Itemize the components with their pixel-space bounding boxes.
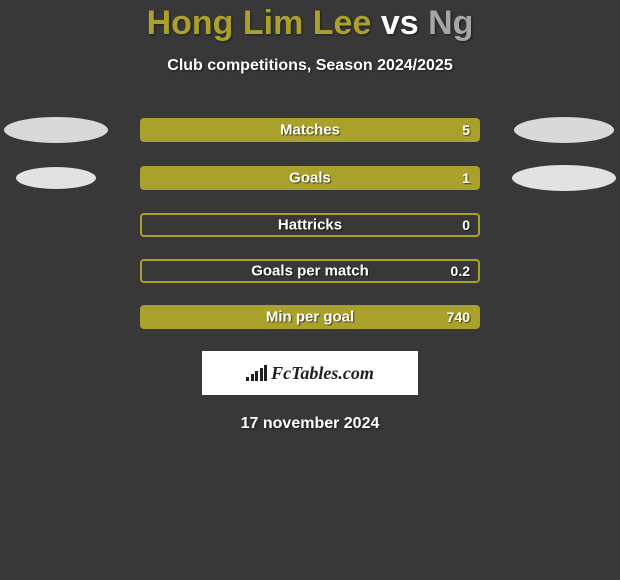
- bar-label: Goals per match: [251, 263, 369, 280]
- right-oval-slot: [508, 165, 620, 191]
- branding-badge: FcTables.com: [202, 351, 418, 395]
- brand-icon-bar: [260, 368, 263, 381]
- brand-icon-bar: [251, 374, 254, 381]
- stat-bar: Hattricks 0: [140, 213, 480, 237]
- bar-value: 740: [447, 309, 470, 325]
- title-part: vs: [371, 4, 428, 42]
- title-part: Ng: [428, 4, 473, 42]
- stat-bars: Matches 5 Goals 1 Hattricks 0 Goals per match 0…: [0, 117, 620, 329]
- date-text: 17 november 2024: [0, 415, 620, 433]
- left-oval-slot: [0, 167, 112, 189]
- bar-chart-icon: [246, 365, 267, 381]
- stat-row: Min per goal 740: [0, 305, 620, 329]
- left-oval: [4, 117, 108, 143]
- bar-value: 0: [462, 217, 470, 233]
- branding-inner: FcTables.com: [246, 363, 374, 384]
- stat-bar: Min per goal 740: [140, 305, 480, 329]
- stat-row: Goals 1: [0, 165, 620, 191]
- stat-bar: Matches 5: [140, 118, 480, 142]
- title-part: Hong Lim Lee: [147, 4, 372, 42]
- subtitle: Club competitions, Season 2024/2025: [0, 57, 620, 75]
- right-oval-slot: [508, 117, 620, 143]
- bar-value: 5: [462, 122, 470, 138]
- stat-bar: Goals 1: [140, 166, 480, 190]
- bar-label: Min per goal: [266, 309, 354, 326]
- comparison-title: Hong Lim Lee vs Ng: [0, 4, 620, 43]
- left-oval: [16, 167, 96, 189]
- bar-label: Goals: [289, 170, 331, 187]
- brand-icon-bar: [246, 377, 249, 381]
- bar-label: Matches: [280, 122, 340, 139]
- right-oval: [512, 165, 616, 191]
- bar-value: 0.2: [451, 263, 470, 279]
- stat-row: Hattricks 0: [0, 213, 620, 237]
- brand-icon-bar: [255, 371, 258, 381]
- brand-icon-bar: [264, 365, 267, 381]
- left-oval-slot: [0, 117, 112, 143]
- stat-row: Goals per match 0.2: [0, 259, 620, 283]
- right-oval: [514, 117, 614, 143]
- stat-row: Matches 5: [0, 117, 620, 143]
- stat-bar: Goals per match 0.2: [140, 259, 480, 283]
- bar-value: 1: [462, 170, 470, 186]
- brand-text: FcTables.com: [271, 363, 374, 384]
- bar-label: Hattricks: [278, 217, 342, 234]
- stats-card: Hong Lim Lee vs Ng Club competitions, Se…: [0, 0, 620, 433]
